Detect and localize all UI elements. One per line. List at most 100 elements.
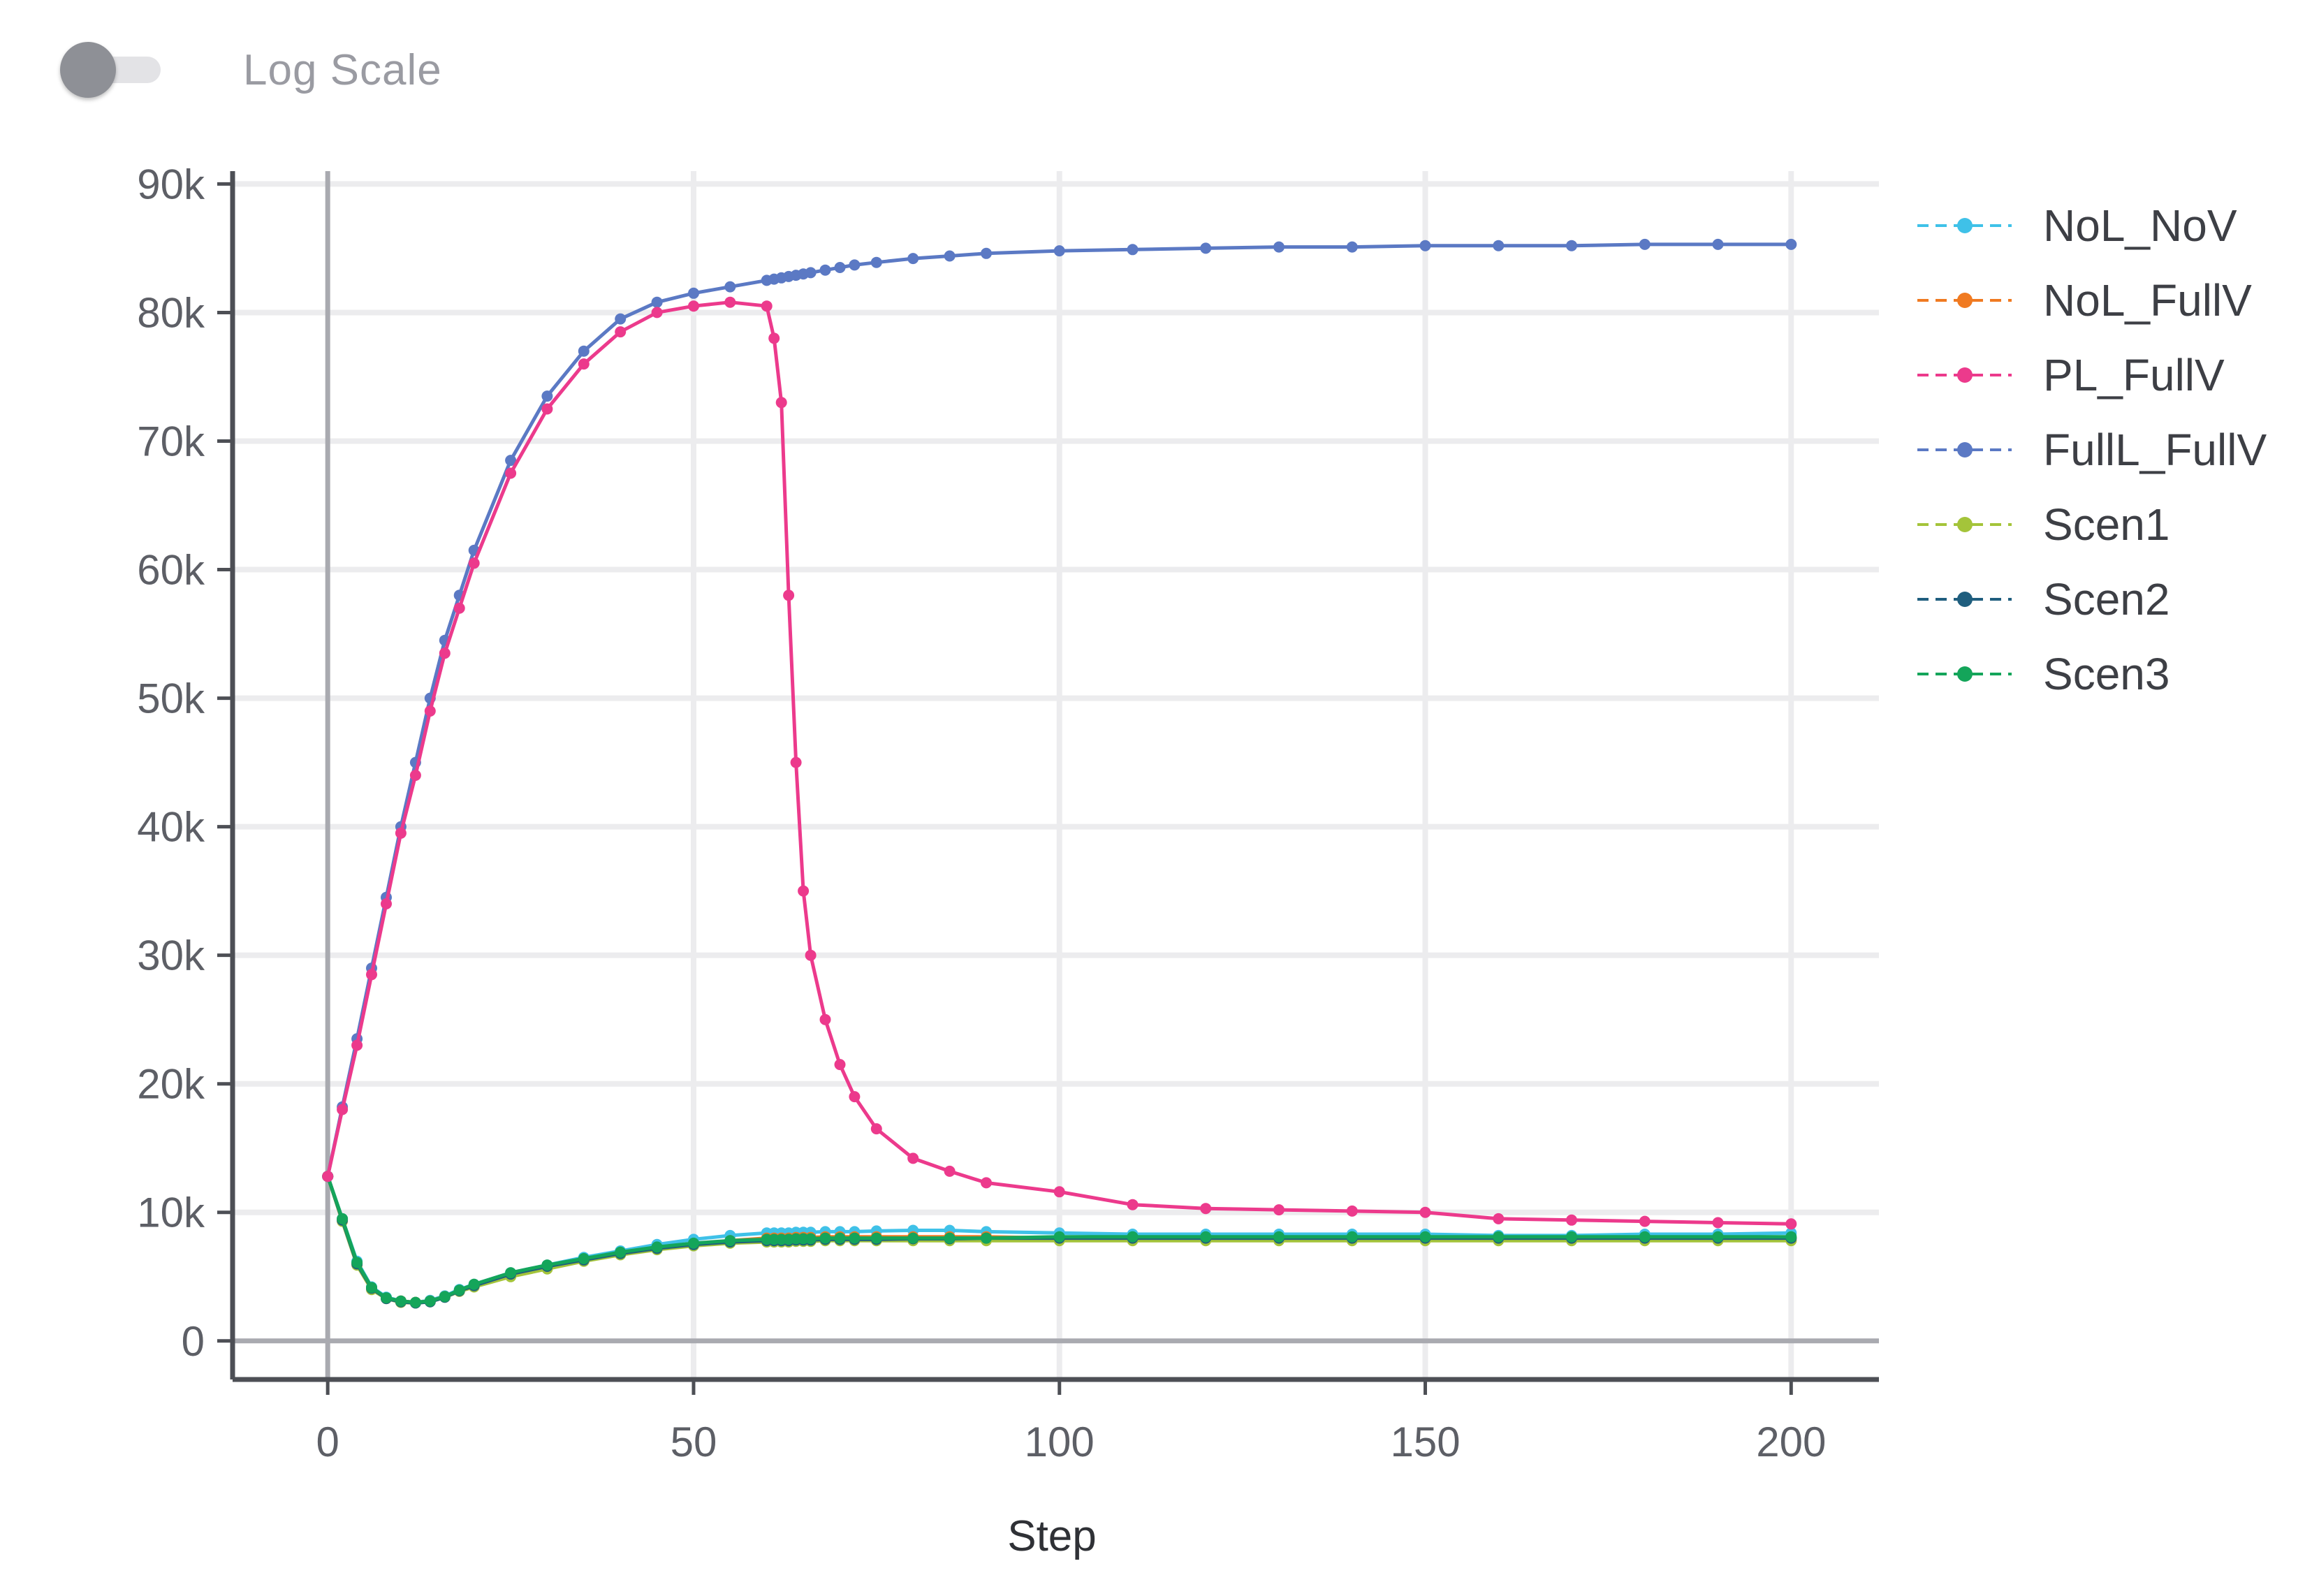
log-scale-toggle[interactable]: [56, 35, 161, 105]
data-point: [505, 467, 517, 479]
data-point: [505, 1267, 517, 1279]
data-point: [1127, 244, 1139, 256]
legend-label: NoL_FullV: [2043, 275, 2252, 325]
data-point: [651, 307, 663, 319]
data-point: [1639, 238, 1651, 250]
data-point: [688, 1237, 699, 1249]
y-tick-label: 0: [182, 1318, 205, 1365]
data-point: [724, 281, 736, 293]
data-point: [615, 313, 627, 325]
data-point: [366, 969, 377, 981]
data-point: [1419, 240, 1431, 251]
legend-swatch-marker: [1957, 517, 1973, 532]
data-point: [337, 1213, 349, 1224]
data-point: [849, 259, 861, 271]
data-point: [541, 1259, 553, 1271]
data-point: [819, 1232, 831, 1244]
legend-item-scen3[interactable]: Scen3: [1917, 649, 2170, 699]
x-tick-label: 50: [671, 1419, 717, 1465]
data-point: [541, 403, 553, 415]
legend-item-nol-nov[interactable]: NoL_NoV: [1917, 200, 2237, 251]
data-point: [409, 770, 421, 781]
data-point: [1419, 1206, 1431, 1218]
toggle-thumb[interactable]: [60, 42, 116, 98]
legend-label: NoL_NoV: [2043, 200, 2237, 251]
legend-item-scen1[interactable]: Scen1: [1917, 499, 2170, 550]
x-tick-label: 0: [316, 1419, 339, 1465]
data-point: [1346, 1231, 1358, 1243]
data-point: [761, 300, 773, 312]
data-point: [351, 1039, 363, 1051]
data-point: [1127, 1231, 1139, 1243]
data-point: [615, 326, 627, 338]
data-point: [944, 1232, 956, 1244]
data-point: [907, 253, 919, 265]
data-point: [424, 705, 436, 717]
data-point: [1346, 1205, 1358, 1217]
data-point: [834, 262, 846, 273]
data-point: [798, 885, 810, 897]
data-point: [1419, 1231, 1431, 1243]
data-point: [907, 1152, 919, 1164]
legend-item-nol-fullv[interactable]: NoL_FullV: [1917, 275, 2252, 325]
data-point: [805, 1233, 817, 1245]
data-point: [768, 332, 780, 344]
data-point: [1200, 242, 1212, 254]
data-point: [1639, 1215, 1651, 1227]
data-point: [1566, 1231, 1577, 1243]
data-point: [578, 1253, 590, 1264]
data-point: [775, 397, 787, 409]
y-tick-label: 40k: [137, 804, 205, 851]
data-point: [819, 264, 831, 276]
data-point: [944, 250, 956, 262]
data-point: [834, 1059, 846, 1071]
log-scale-label: Log Scale: [243, 45, 442, 94]
tick-labels: 0 10k 20k 30k 40k 50k 60k 70k 80k 90k 0 50 100 150 200: [137, 161, 1826, 1465]
legend-label: Scen1: [2043, 499, 2170, 550]
data-point: [505, 455, 517, 467]
data-point: [395, 1295, 407, 1307]
data-point: [541, 390, 553, 402]
data-point: [1566, 240, 1577, 251]
series-layer: [322, 238, 1797, 1309]
data-point: [615, 1246, 627, 1258]
legend-item-scen2[interactable]: Scen2: [1917, 574, 2170, 624]
series-scen3: [322, 1171, 1797, 1308]
data-point: [1785, 1218, 1797, 1230]
data-point: [1127, 1199, 1139, 1210]
series-pl-fullv: [322, 296, 1797, 1230]
data-point: [651, 296, 663, 308]
data-point: [724, 1235, 736, 1247]
legend-swatch-marker: [1957, 666, 1973, 682]
data-point: [805, 949, 817, 961]
data-point: [1053, 1231, 1065, 1243]
data-point: [1712, 1231, 1724, 1243]
legend: NoL_NoV NoL_FullV PL_FullV FullL_FullV Scen1…: [1917, 200, 2267, 699]
data-point: [688, 287, 699, 299]
legend-swatch-marker: [1957, 442, 1973, 457]
data-point: [1785, 1231, 1797, 1243]
x-tick-label: 150: [1390, 1419, 1460, 1465]
data-point: [439, 1291, 451, 1303]
data-point: [870, 1123, 882, 1135]
data-point: [381, 898, 392, 909]
data-point: [1346, 241, 1358, 253]
data-point: [849, 1232, 861, 1244]
legend-item-fulll-fullv[interactable]: FullL_FullV: [1917, 425, 2267, 475]
data-point: [1493, 1213, 1505, 1224]
legend-item-pl-fullv[interactable]: PL_FullV: [1917, 350, 2225, 400]
x-axis-title: Step: [1007, 1512, 1097, 1560]
y-tick-label: 90k: [137, 161, 205, 207]
data-point: [1273, 1231, 1285, 1243]
y-tick-label: 70k: [137, 418, 205, 464]
data-point: [337, 1104, 349, 1115]
legend-swatch-marker: [1957, 592, 1973, 607]
data-point: [1712, 238, 1724, 250]
data-point: [468, 1278, 480, 1290]
data-point: [834, 1232, 846, 1244]
data-point: [366, 1282, 377, 1294]
y-tick-label: 20k: [137, 1061, 205, 1108]
data-point: [907, 1232, 919, 1244]
data-point: [409, 1296, 421, 1308]
